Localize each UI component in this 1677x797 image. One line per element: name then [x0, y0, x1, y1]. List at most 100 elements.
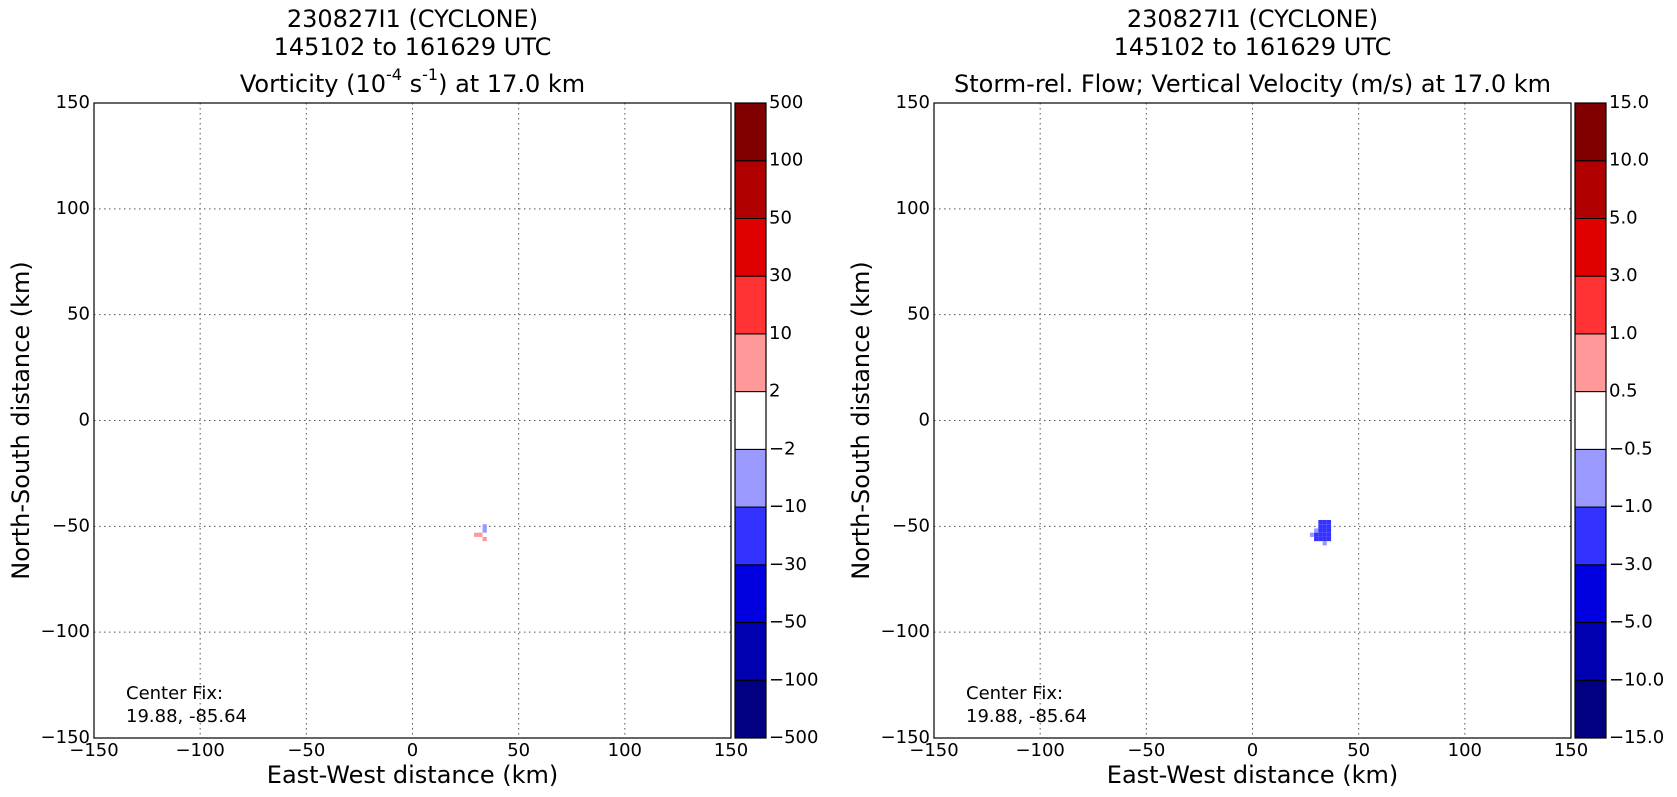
cell: [1322, 541, 1327, 546]
colorbar-label: −500: [769, 727, 818, 748]
colorbar-label: −50: [769, 612, 807, 633]
colorbar-band: [1574, 333, 1607, 393]
x-tick-label: 150: [714, 740, 748, 761]
annotation: 19.88, -85.64: [126, 706, 247, 727]
x-tick-label: −150: [69, 740, 118, 761]
cell: [474, 532, 479, 537]
title-part: Storm-rel. Flow; Vertical Velocity (m/s)…: [954, 70, 1551, 98]
x-tick-label: −100: [175, 740, 224, 761]
chart-title: Storm-rel. Flow; Vertical Velocity (m/s)…: [954, 70, 1551, 98]
x-axis-label: East-West distance (km): [267, 761, 558, 789]
title-part: Vorticity (10: [240, 70, 386, 98]
y-tick-label: −150: [881, 727, 930, 748]
cell: [1322, 528, 1327, 533]
colorbar-label: 1.0: [1609, 323, 1638, 344]
cell: [1322, 536, 1327, 542]
cell: [1309, 532, 1315, 537]
cell: [1326, 532, 1332, 537]
colorbar-band: [1574, 622, 1607, 681]
x-tick-label: 50: [1347, 740, 1370, 761]
colorbar-label: 5.0: [1609, 207, 1638, 228]
x-tick-label: −50: [1127, 740, 1165, 761]
x-tick-label: −100: [1015, 740, 1064, 761]
y-tick-label: 100: [896, 198, 930, 219]
colorbar-label: −30: [769, 554, 807, 575]
colorbar-band: [734, 506, 767, 566]
colorbar-label: −5.0: [1609, 612, 1653, 633]
annotation: 19.88, -85.64: [966, 706, 1087, 727]
colorbar-label: 10.0: [1609, 150, 1649, 171]
cell: [1318, 536, 1323, 542]
cell: [1318, 519, 1323, 525]
colorbar-band: [1574, 448, 1607, 508]
colorbar-label: 100: [769, 150, 803, 171]
colorbar-band: [734, 333, 767, 393]
x-tick-label: −150: [909, 740, 958, 761]
colorbar-label: 10: [769, 323, 792, 344]
cell: [1322, 519, 1327, 525]
title-part: s: [402, 70, 422, 98]
annotation: Center Fix:: [966, 683, 1063, 704]
colorbar-label: 500: [769, 92, 803, 113]
x-tick-label: 0: [407, 740, 418, 761]
cell: [1322, 524, 1327, 529]
cell: [1314, 536, 1319, 542]
colorbar-band: [1574, 275, 1607, 335]
x-axis-label: East-West distance (km): [1107, 761, 1398, 789]
cell: [1322, 532, 1327, 537]
y-tick-label: −50: [892, 515, 930, 536]
cell: [482, 536, 487, 542]
y-tick-label: 150: [896, 92, 930, 113]
chart-title: 230827I1 (CYCLONE): [1127, 5, 1378, 33]
y-tick-label: 0: [919, 410, 930, 431]
colorbar-band: [1574, 218, 1607, 277]
colorbar-band: [734, 679, 767, 739]
chart-title: 145102 to 161629 UTC: [274, 33, 552, 61]
y-axis-label: North-South distance (km): [7, 261, 35, 580]
colorbar-band: [734, 102, 767, 162]
cell: [1318, 528, 1323, 533]
chart-title: 145102 to 161629 UTC: [1114, 33, 1392, 61]
cell: [1326, 519, 1332, 525]
colorbar-band: [1574, 679, 1607, 739]
colorbar-label: −15.0: [1609, 727, 1664, 748]
colorbar-label: 0.5: [1609, 381, 1638, 402]
colorbar-label: −2: [769, 438, 796, 459]
cell: [482, 528, 487, 533]
cell: [1318, 524, 1323, 529]
y-tick-label: −100: [41, 621, 90, 642]
chart-title: Vorticity (10-4 s-1) at 17.0 km: [240, 65, 585, 99]
colorbar-label: 50: [769, 207, 792, 228]
colorbar-band: [734, 391, 767, 450]
colorbar-label: −10.0: [1609, 669, 1664, 690]
colorbar-label: −1.0: [1609, 496, 1653, 517]
colorbar-label: 3.0: [1609, 265, 1638, 286]
cell: [1314, 528, 1319, 533]
colorbar-band: [1574, 102, 1607, 162]
x-tick-label: 0: [1247, 740, 1258, 761]
cell: [478, 532, 483, 537]
y-tick-label: 0: [79, 410, 90, 431]
colorbar-label: −10: [769, 496, 807, 517]
colorbar-band: [734, 448, 767, 508]
colorbar-band: [734, 218, 767, 277]
colorbar-label: −100: [769, 669, 818, 690]
y-tick-label: −50: [52, 515, 90, 536]
x-tick-label: 150: [1554, 740, 1588, 761]
colorbar-band: [1574, 160, 1607, 219]
colorbar-band: [734, 160, 767, 219]
cell: [1326, 528, 1332, 533]
colorbar-label: −3.0: [1609, 554, 1653, 575]
colorbar-band: [734, 622, 767, 681]
colorbar-band: [1574, 564, 1607, 623]
y-axis-label: North-South distance (km): [847, 261, 875, 580]
colorbar-label: −0.5: [1609, 438, 1653, 459]
y-tick-label: −150: [41, 727, 90, 748]
x-tick-label: 50: [507, 740, 530, 761]
y-tick-label: −100: [881, 621, 930, 642]
annotation: Center Fix:: [126, 683, 223, 704]
colorbar-band: [734, 275, 767, 335]
y-tick-label: 150: [56, 92, 90, 113]
colorbar-band: [734, 564, 767, 623]
